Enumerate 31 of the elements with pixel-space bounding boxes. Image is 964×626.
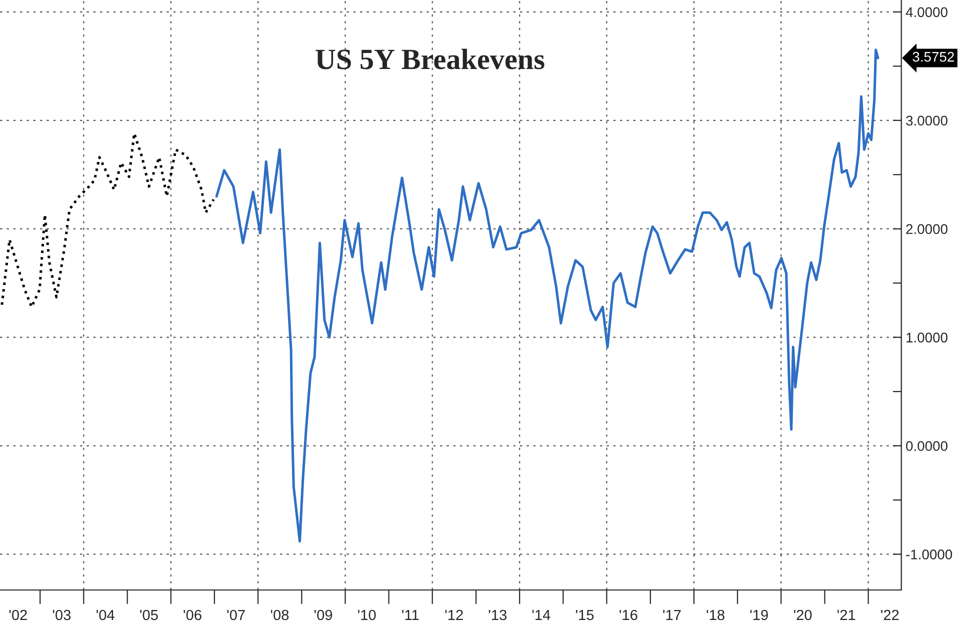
text: US 5Y Breakevens: [316, 48, 544, 70]
line-series: [0, 132, 215, 308]
x-tick-label: '08: [270, 610, 289, 620]
x-tick-label: '09: [314, 610, 332, 620]
x-tick-label: '17: [663, 610, 681, 620]
x-tick-label: '03: [52, 610, 71, 620]
text: 3.5752: [912, 52, 954, 62]
x-tick-label: '06: [184, 610, 202, 620]
x-tick-label: '04: [96, 610, 114, 620]
x-tick-label: '05: [140, 610, 158, 620]
x-tick-label: '16: [620, 610, 638, 620]
y-tick-label: 0.0000: [906, 441, 948, 451]
x-tick-label: '19: [750, 610, 768, 620]
x-tick-label: '22: [881, 610, 899, 620]
y-tick-label: -1.0000: [906, 550, 952, 560]
y-tick-label: 3.0000: [906, 116, 948, 126]
x-tick-label: '13: [488, 610, 506, 620]
x-tick-label: '18: [706, 610, 724, 620]
x-tick-label: '07: [227, 610, 245, 620]
y-tick-label: 4.0000: [906, 7, 948, 18]
y-tick-label: 2.0000: [906, 224, 948, 234]
line-series: [215, 48, 880, 542]
x-tick-label: '02: [9, 610, 27, 620]
x-tick-label: '14: [532, 610, 550, 620]
y-tick-label: 1.0000: [906, 332, 948, 342]
x-tick-label: '11: [402, 610, 419, 620]
x-tick-label: '20: [794, 610, 812, 620]
x-tick-label: '10: [358, 610, 376, 620]
x-tick-label: '15: [576, 610, 594, 620]
x-tick-label: '12: [445, 610, 463, 620]
x-tick-label: '21: [838, 610, 856, 620]
